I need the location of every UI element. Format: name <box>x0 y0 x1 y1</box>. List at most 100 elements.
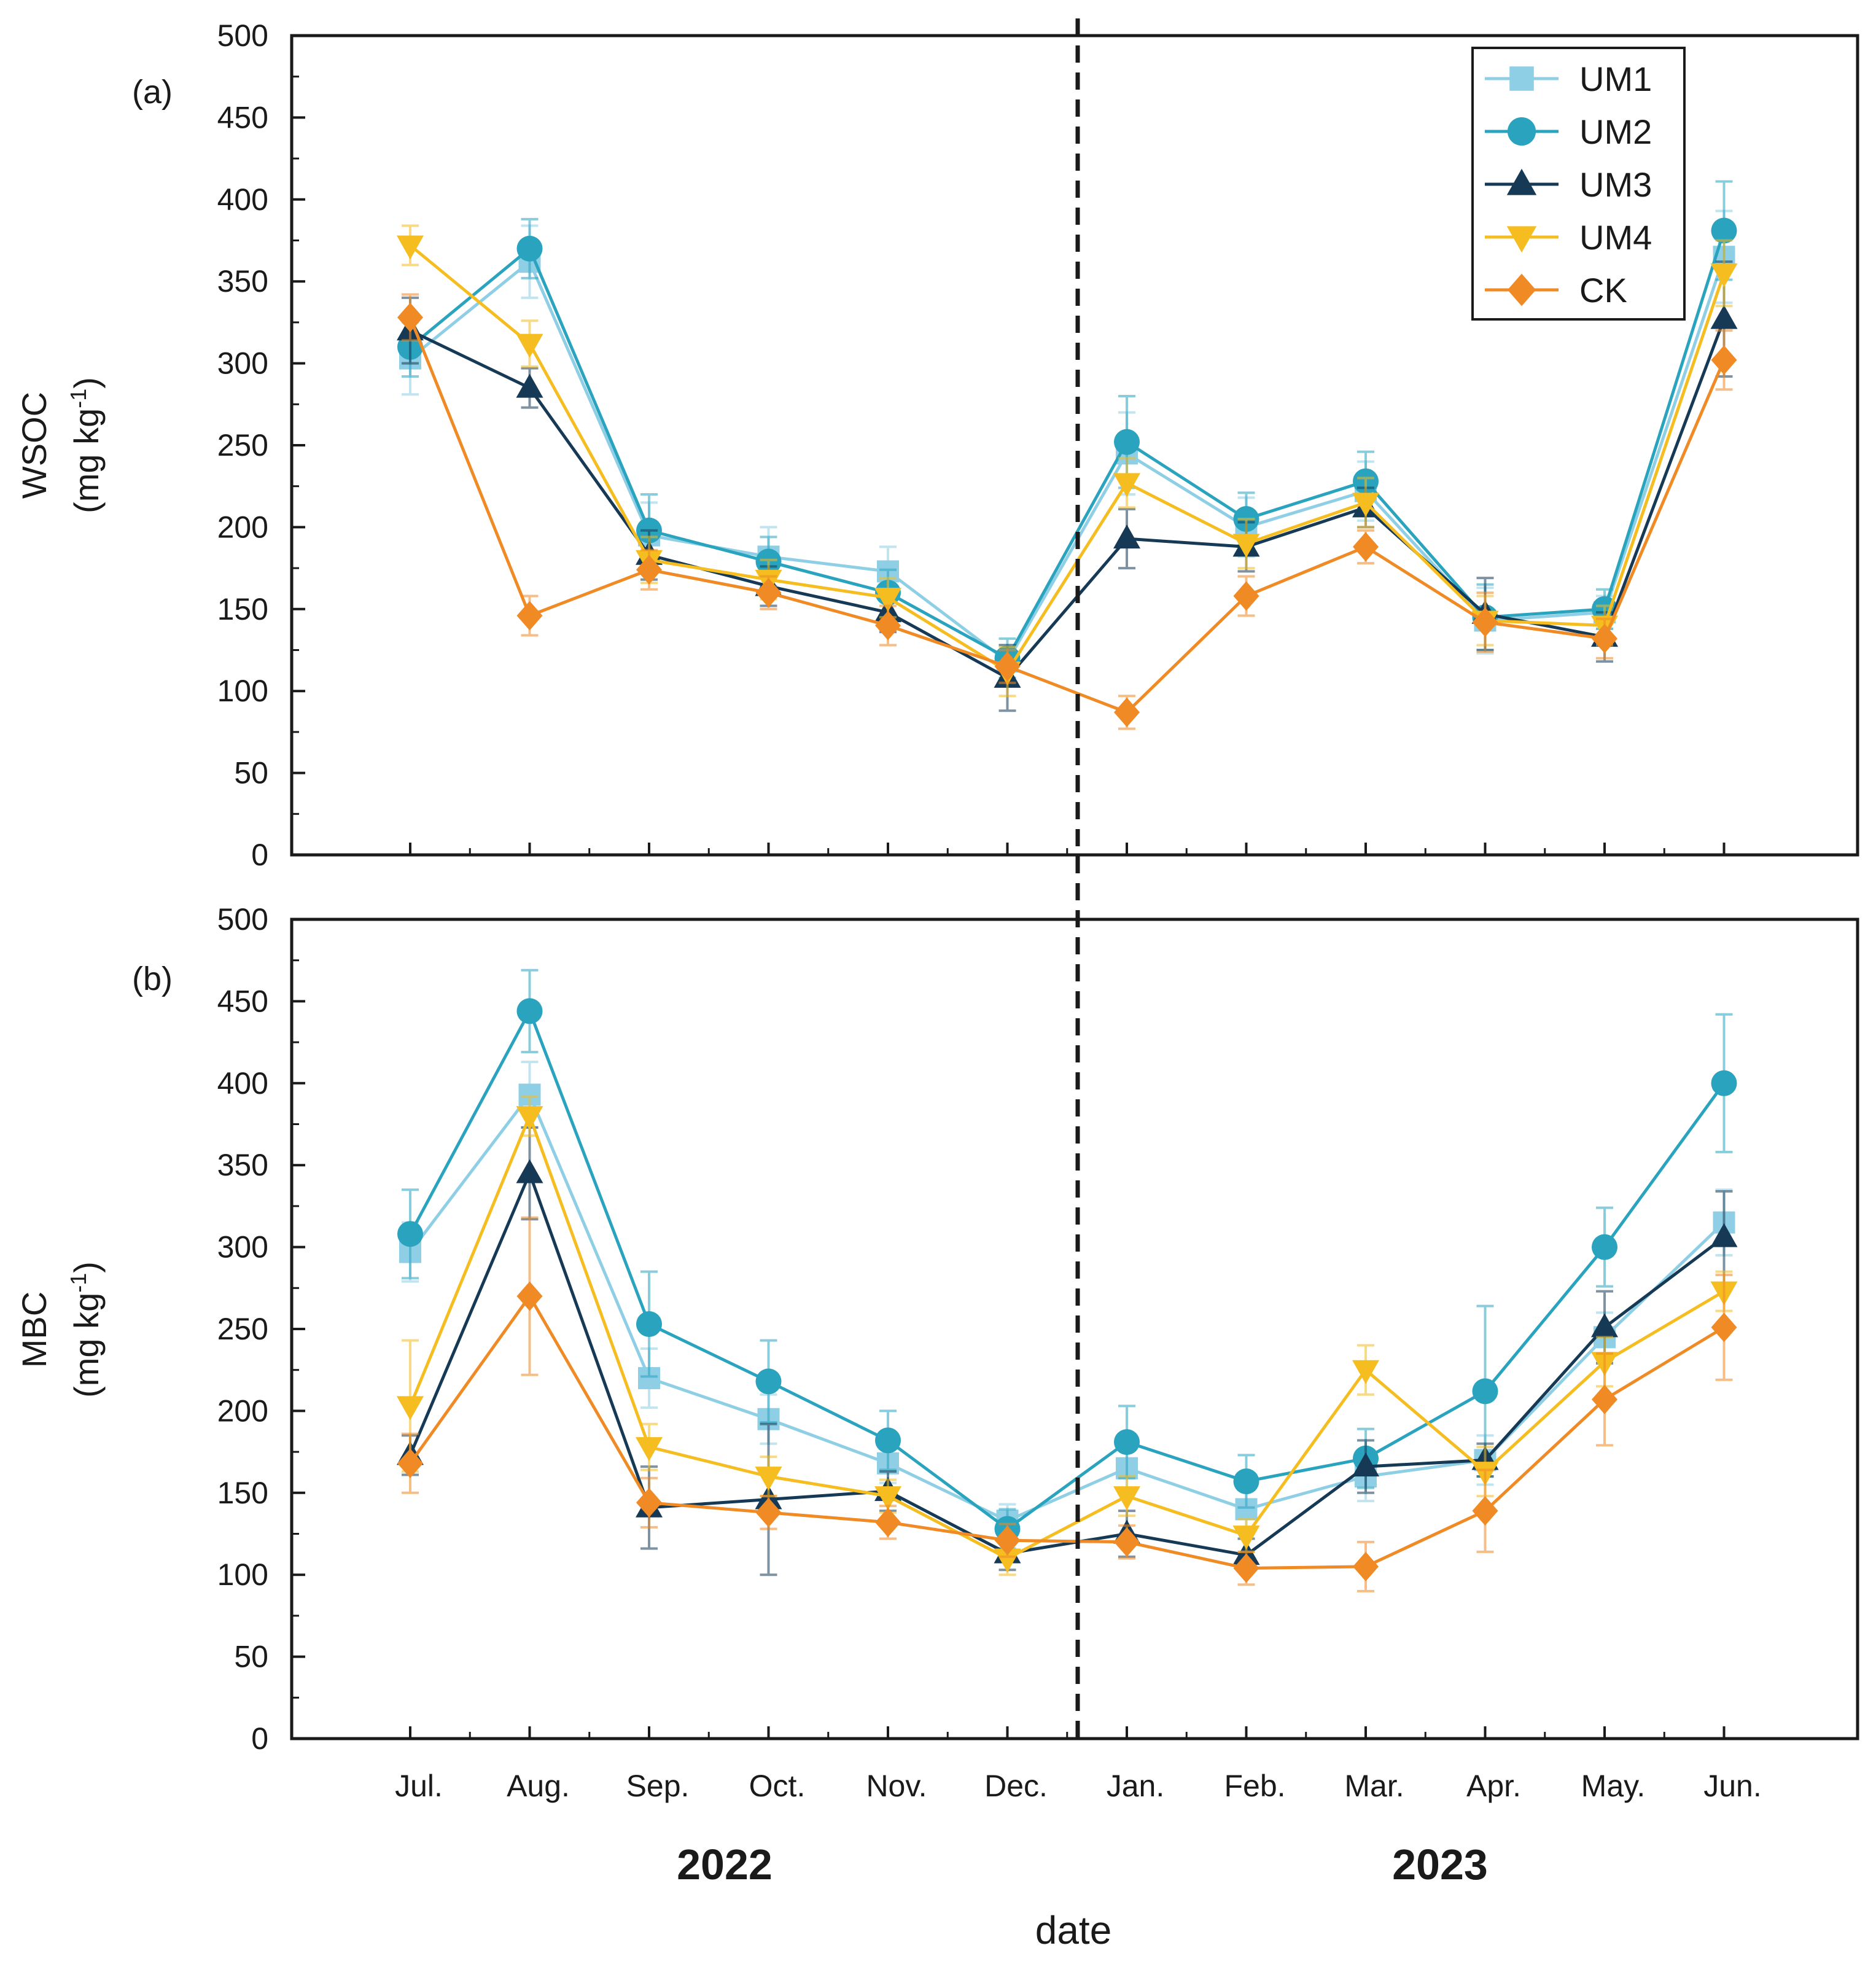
panel-a-ytick-label-250: 250 <box>217 428 268 462</box>
panel-a-ylabel-line2: (mg kg-1) <box>66 377 106 513</box>
legend-entry-um3: UM3 <box>1485 165 1652 204</box>
panel-b-um3-point-jun <box>1710 1223 1738 1247</box>
panel-b-um4-point-sep <box>636 1437 663 1462</box>
panel-b-ytick-label-100: 100 <box>217 1557 268 1592</box>
panel-a-ytick-label-50: 50 <box>234 756 268 790</box>
panel-a-ytick-label-100: 100 <box>217 674 268 708</box>
panel-b-ck-line <box>408 1295 1725 1570</box>
legend-entries: UM1 UM2 UM3 UM4 CK <box>1485 60 1652 310</box>
panel-b-um4-point-mar <box>1352 1360 1379 1384</box>
panel-b-um4-point-jan <box>1113 1486 1140 1511</box>
x-category-label-sep: Sep. <box>626 1769 690 1803</box>
panel-a-ylabel-close: ) <box>67 377 106 389</box>
panel-a-um2-point-jan <box>1114 429 1140 455</box>
x-category-label-mar: Mar. <box>1344 1769 1404 1803</box>
panel-b-ck-point-jan <box>1114 1527 1140 1557</box>
panel-a-series <box>397 180 1738 730</box>
panel-b-ylabel-unit: (mg kg <box>67 1293 106 1398</box>
panel-a-ck-point-jul <box>397 302 423 332</box>
panel-b-ck-point-aug <box>516 1281 543 1311</box>
panel-a-um4-point-nov <box>874 588 901 612</box>
panel-b-um4-line <box>408 1114 1725 1561</box>
panel-b-um2-point-oct <box>755 1368 782 1395</box>
panel-b-um4-point-dec <box>994 1548 1021 1573</box>
panel-a: (a) WSOC (mg kg-1) 0 50 100 150 200 250 300 350… <box>15 18 1859 872</box>
x-category-label-may: May. <box>1581 1769 1646 1803</box>
panel-a-xticks <box>409 843 1726 855</box>
panel-b-ylabel-sup: -1 <box>66 1273 91 1293</box>
panel-b-ytick-label-50: 50 <box>234 1640 268 1674</box>
panel-b-um2-point-nov <box>875 1427 901 1454</box>
panel-a-um4-point-jan <box>1113 473 1140 497</box>
panel-a-ck-point-nov <box>875 610 901 641</box>
panel-a-um3-point-jan <box>1113 524 1140 549</box>
panel-a-um4-point-feb <box>1232 534 1260 558</box>
x-category-label-oct: Oct. <box>749 1769 806 1803</box>
panel-b-series <box>397 968 1738 1592</box>
legend-marker-ck <box>1507 273 1536 306</box>
panel-a-ytick-label-300: 300 <box>217 346 268 381</box>
panel-a-ylabel-line1: WSOC <box>15 392 53 499</box>
panel-b-ck-point-nov <box>875 1507 901 1537</box>
panel-b-ytick-label-200: 200 <box>217 1393 268 1428</box>
legend-entry-ck: CK <box>1485 271 1627 310</box>
panel-a-ytick-label-500: 500 <box>217 18 268 53</box>
x-category-label-aug: Aug. <box>507 1769 570 1803</box>
year-label-2022: 2022 <box>677 1841 773 1888</box>
panel-a-ck-point-sep <box>636 555 662 585</box>
panel-b-um2-point-jul <box>397 1221 423 1247</box>
x-category-label-nov: Nov. <box>866 1769 927 1803</box>
panel-b-um2-point-feb <box>1233 1468 1259 1495</box>
x-category-label-jan: Jan. <box>1107 1769 1165 1803</box>
panel-b-ytick-label-150: 150 <box>217 1476 268 1510</box>
panel-a-ck-point-mar <box>1353 532 1379 562</box>
legend: UM1 UM2 UM3 UM4 CK <box>1471 47 1686 321</box>
panel-b-ck-point-dec <box>994 1526 1021 1556</box>
panel-b-xticks <box>409 1726 1726 1739</box>
panel-a-um3-line <box>409 318 1726 680</box>
panel-b-ytick-label-400: 400 <box>217 1066 268 1101</box>
panel-a-ck-point-may <box>1592 623 1617 653</box>
panel-b-um3-point-may <box>1591 1313 1618 1338</box>
panel-b-um4-point-feb <box>1232 1526 1260 1550</box>
panel-b-series-um2 <box>397 968 1737 1550</box>
legend-marker-um2 <box>1507 117 1536 146</box>
panel-a-ytick-label-400: 400 <box>217 182 268 217</box>
panel-a-um3-point-jun <box>1710 305 1738 329</box>
panel-a-um4-point-jun <box>1710 263 1738 287</box>
panel-a-ytick-label-350: 350 <box>217 264 268 298</box>
legend-label-um1: UM1 <box>1579 60 1652 98</box>
panel-b-um3-line <box>408 1172 1726 1557</box>
legend-marker-um4 <box>1506 226 1537 253</box>
legend-label-um3: UM3 <box>1579 165 1652 204</box>
panel-b-ytick-label-300: 300 <box>217 1230 268 1265</box>
legend-label-um4: UM4 <box>1579 218 1652 257</box>
panel-b-um2-point-jun <box>1711 1070 1737 1096</box>
panel-b-um2-point-may <box>1592 1234 1617 1260</box>
panel-b-series-ck <box>397 1216 1737 1592</box>
panel-b-ytick-label-500: 500 <box>217 902 268 937</box>
panel-b-ck-point-may <box>1592 1384 1617 1414</box>
panel-b-ck-point-sep <box>636 1487 662 1518</box>
panel-b-um4-point-nov <box>874 1486 901 1511</box>
panel-a-series-ck <box>397 293 1737 730</box>
x-axis-title: date <box>1035 1908 1112 1952</box>
panel-b-um4-point-aug <box>516 1106 543 1131</box>
panel-a-um4-line <box>409 244 1726 673</box>
x-category-label-jul: Jul. <box>395 1769 443 1803</box>
panel-b-ck-point-jul <box>397 1448 423 1478</box>
panel-a-ylabel-unit: (mg kg <box>67 408 106 513</box>
panel-b-um4-point-jul <box>397 1396 424 1420</box>
panel-b-ck-point-feb <box>1233 1553 1259 1583</box>
x-category-label-dec: Dec. <box>984 1769 1048 1803</box>
x-category-label-apr: Apr. <box>1466 1769 1521 1803</box>
panel-a-ck-point-jun <box>1711 345 1737 375</box>
panel-a-um4-point-jul <box>397 235 424 260</box>
panel-b-ck-point-oct <box>755 1497 782 1527</box>
panel-b-ytick-label-0: 0 <box>251 1721 268 1756</box>
panel-a-ck-point-dec <box>994 652 1021 682</box>
panel-a-ytick-label-150: 150 <box>217 592 268 626</box>
panel-b-yaxis: 0 50 100 150 200 250 300 350 400 450 500 <box>217 902 305 1756</box>
